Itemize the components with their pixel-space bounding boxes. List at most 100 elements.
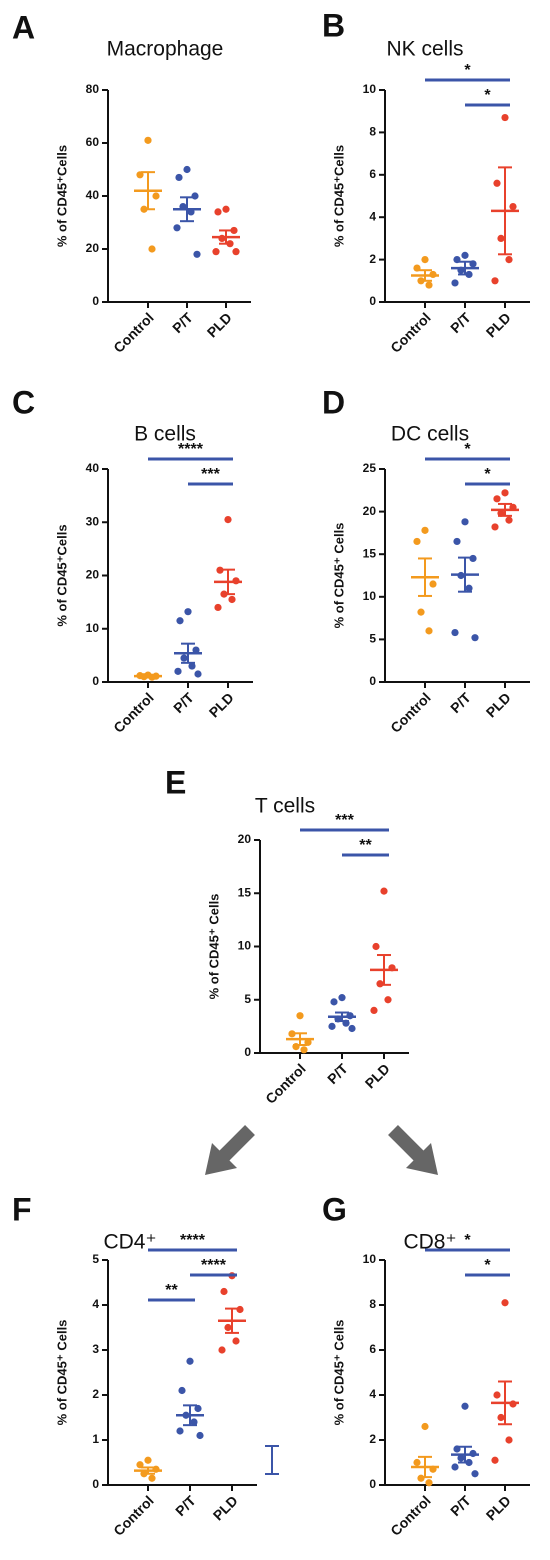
- y-tick-label: 0: [369, 1477, 376, 1491]
- data-point: [421, 256, 429, 264]
- y-tick-label: 25: [363, 461, 377, 475]
- data-point: [505, 1436, 513, 1444]
- panel-letter: B: [322, 7, 345, 43]
- significance-label: *: [484, 1257, 491, 1274]
- y-tick-label: 0: [92, 294, 99, 308]
- x-tick-label: Control: [387, 689, 434, 736]
- data-point: [175, 173, 183, 182]
- y-tick-label: 6: [369, 1342, 376, 1356]
- data-point: [451, 279, 459, 287]
- panel-letter: F: [12, 1191, 32, 1227]
- y-tick-label: 0: [244, 1045, 251, 1059]
- data-point: [214, 603, 222, 612]
- data-point: [421, 526, 429, 534]
- error-bar: [458, 556, 472, 593]
- data-point: [372, 942, 380, 951]
- data-point: [376, 980, 384, 988]
- significance-label: **: [359, 837, 372, 854]
- chart-title: B cells: [134, 423, 196, 446]
- data-point: [288, 1030, 296, 1038]
- stray-error-bar: [265, 1445, 279, 1475]
- error-bar: [377, 954, 391, 986]
- data-point: [461, 518, 469, 526]
- error-bar: [225, 1307, 239, 1334]
- y-axis-label: % of CD45⁺ Cells: [54, 1320, 69, 1426]
- panel-letter: A: [12, 9, 35, 45]
- y-tick-label: 8: [369, 125, 376, 139]
- data-point: [451, 1463, 459, 1471]
- data-point: [194, 670, 202, 678]
- panel-letter: C: [12, 384, 35, 420]
- error-bar: [221, 568, 235, 596]
- data-point: [348, 1024, 356, 1033]
- y-tick-label: 10: [86, 621, 100, 635]
- data-point: [228, 595, 236, 604]
- chart-title: DC cells: [391, 423, 469, 446]
- data-point: [461, 1402, 469, 1410]
- data-point: [174, 667, 182, 675]
- y-tick-label: 20: [86, 568, 100, 582]
- chart-title: NK cells: [386, 38, 463, 61]
- x-tick-label: PLD: [210, 1492, 241, 1523]
- data-point: [493, 1391, 501, 1399]
- y-tick-label: 10: [363, 1252, 377, 1266]
- y-tick-label: 40: [86, 188, 100, 202]
- data-point: [425, 627, 433, 635]
- y-tick-label: 2: [92, 1387, 99, 1401]
- y-tick-label: 3: [92, 1342, 99, 1356]
- significance-label: ****: [178, 441, 204, 458]
- arrow: [388, 1125, 438, 1175]
- x-tick-label: P/T: [170, 689, 197, 716]
- y-tick-label: 0: [369, 674, 376, 688]
- data-point: [300, 1046, 308, 1054]
- data-point: [230, 226, 238, 235]
- y-tick-label: 2: [369, 1432, 376, 1446]
- data-point: [176, 1427, 184, 1435]
- significance-label: ****: [180, 1232, 206, 1249]
- x-tick-label: PLD: [204, 309, 235, 340]
- error-bar: [498, 1380, 512, 1426]
- data-point: [413, 537, 421, 546]
- y-tick-label: 4: [92, 1297, 99, 1311]
- y-tick-label: 60: [86, 135, 100, 149]
- significance-label: *: [484, 466, 491, 483]
- y-tick-label: 2: [369, 252, 376, 266]
- x-tick-label: P/T: [447, 689, 474, 716]
- significance-label: *: [464, 441, 471, 458]
- y-tick-label: 20: [238, 832, 252, 846]
- data-point: [216, 566, 224, 574]
- data-point: [330, 998, 338, 1006]
- data-point: [417, 1474, 425, 1482]
- data-point: [176, 617, 184, 625]
- data-point: [505, 516, 513, 524]
- y-tick-label: 1: [92, 1432, 99, 1446]
- x-tick-label: PLD: [483, 309, 514, 340]
- data-point: [491, 523, 499, 531]
- error-bar: [498, 502, 512, 517]
- significance-label: *: [464, 1232, 471, 1249]
- error-bar: [219, 229, 233, 245]
- chart-title: CD4⁺: [103, 1231, 156, 1254]
- data-point: [338, 994, 346, 1002]
- x-tick-label: PLD: [206, 689, 237, 720]
- data-point: [471, 634, 479, 642]
- data-point: [152, 192, 160, 200]
- data-point: [493, 179, 501, 187]
- data-point: [421, 1422, 429, 1431]
- x-tick-label: Control: [110, 689, 157, 736]
- y-tick-label: 10: [238, 939, 252, 953]
- arrow: [205, 1125, 255, 1175]
- data-point: [505, 256, 513, 264]
- data-point: [497, 1413, 505, 1422]
- data-point: [224, 1323, 232, 1332]
- error-bar: [141, 1466, 155, 1475]
- data-point: [417, 608, 425, 616]
- data-point: [214, 208, 222, 216]
- significance-label: *: [484, 87, 491, 104]
- error-bar: [418, 1455, 432, 1479]
- x-tick-label: P/T: [324, 1060, 351, 1087]
- data-point: [173, 224, 181, 232]
- chart-title: Macrophage: [107, 38, 224, 61]
- data-point: [384, 996, 392, 1004]
